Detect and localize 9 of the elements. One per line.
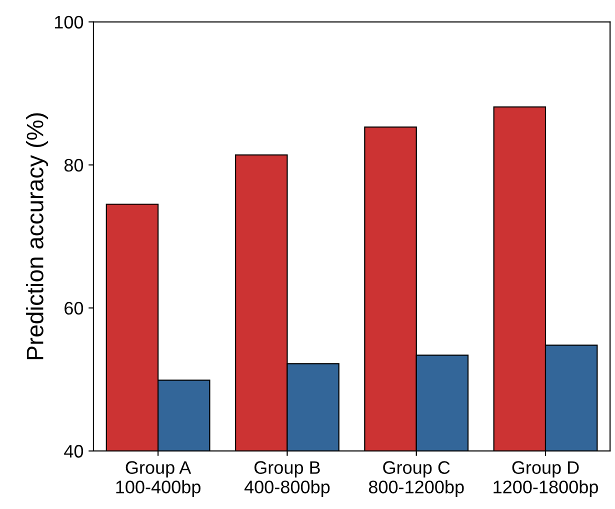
y-tick-label: 80 [64,158,84,172]
x-tick-label: Group A 100-400bp [116,461,200,497]
y-tick-label: 100 [55,16,84,29]
y-tick-label: 60 [64,302,84,315]
x-tick-label: Group C 800-1200bp [368,461,464,497]
x-tick-label: Group B 400-800bp [244,461,330,497]
y-axis-title: Prediction accuracy (%) [26,113,48,360]
x-tick-label: Group D 1200-1800bp [494,461,598,497]
y-tick-label: 40 [64,444,84,458]
